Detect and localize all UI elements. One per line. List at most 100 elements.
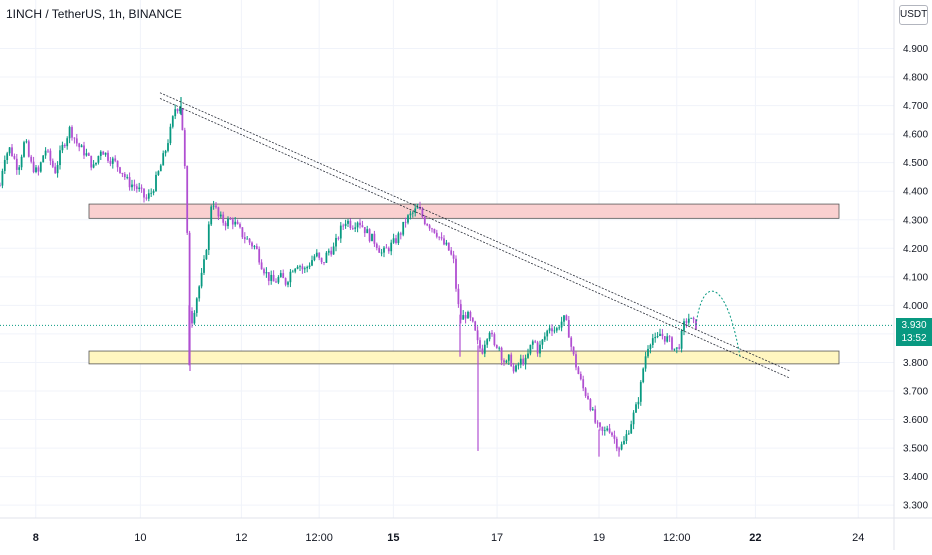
candle-body [673, 348, 676, 350]
candle-body [25, 141, 28, 143]
candle-body [407, 215, 409, 223]
candle-body [565, 315, 568, 321]
candle-body [306, 266, 309, 269]
candle-body [95, 162, 97, 165]
candle-body [159, 165, 162, 172]
candle-body [102, 151, 105, 155]
candle-body [342, 225, 345, 227]
y-tick-label: 3.800 [903, 358, 928, 369]
candle-body [500, 347, 503, 361]
candle-body [231, 219, 234, 225]
candle-body [291, 271, 294, 273]
candle-body [246, 238, 249, 240]
x-tick-label: 17 [491, 532, 503, 544]
candle-body [438, 236, 441, 238]
x-tick-label: 12:00 [663, 532, 691, 544]
chart-title: 1INCH / TetherUS, 1h, BINANCE [6, 7, 182, 21]
candle-body [39, 162, 42, 172]
candle-body [78, 143, 81, 148]
candle-body [121, 172, 124, 174]
candle-body [195, 298, 198, 313]
zones [88, 203, 840, 365]
candle-body [114, 158, 117, 161]
y-tick-label: 4.900 [903, 44, 928, 55]
candle-body [570, 337, 573, 347]
candle-body [419, 206, 421, 210]
candle-body [671, 337, 673, 350]
candle-body [380, 252, 383, 254]
candle-body [647, 348, 649, 357]
y-tick-label: 3.600 [903, 415, 928, 426]
candle-body [219, 214, 222, 217]
candle-body [296, 266, 299, 269]
trendline [159, 92, 791, 372]
candle-body [289, 271, 292, 283]
candle-body [73, 137, 76, 139]
candle-body [11, 147, 13, 157]
candle-body [421, 209, 424, 218]
candle-body [527, 353, 529, 358]
candle-body [416, 206, 419, 209]
candle-body [445, 242, 448, 245]
candle-body [663, 336, 666, 342]
candle-body [217, 207, 220, 217]
candle-body [529, 344, 532, 354]
candle-body [423, 217, 426, 225]
candle-body [522, 358, 525, 365]
candle-body [575, 354, 577, 368]
candle-body [414, 208, 417, 213]
candle-body [546, 330, 549, 337]
x-tick-label: 15 [387, 532, 399, 544]
candle-body [637, 401, 640, 405]
candle-body [644, 356, 647, 369]
candle-body [150, 192, 153, 194]
x-tick-label: 12:00 [305, 532, 333, 544]
candle-body [193, 312, 196, 324]
candle-body [375, 243, 378, 248]
candle-body [80, 145, 83, 148]
candle-body [311, 260, 313, 266]
candle-body [13, 156, 16, 159]
candle-body [145, 197, 148, 199]
candle-body [263, 269, 265, 274]
candle-body [162, 153, 165, 166]
candle-body [541, 339, 544, 345]
candle-body [519, 358, 522, 365]
candle-body [397, 233, 400, 243]
candle-body [687, 318, 690, 323]
candle-body [56, 165, 59, 174]
candle-body [476, 330, 479, 341]
candle-body [224, 222, 227, 227]
candle-body [243, 237, 246, 240]
x-tick-label: 24 [852, 532, 864, 544]
candle-body [639, 382, 642, 402]
currency-unit-button[interactable]: USDT [899, 5, 928, 25]
candle-body [539, 344, 541, 354]
candle-body [625, 434, 628, 441]
candle-body [411, 212, 414, 214]
candle-body [455, 258, 457, 289]
candle-body [498, 347, 501, 349]
candle-body [467, 311, 469, 319]
candle-body [323, 262, 325, 263]
candle-body [272, 274, 275, 282]
candle-body [459, 304, 462, 320]
candle-body [368, 229, 371, 242]
candle-body [567, 320, 570, 338]
candle-body [409, 213, 412, 216]
candle-body [123, 173, 126, 178]
candle-body [483, 344, 486, 354]
support-zone [88, 350, 840, 365]
candle-body [426, 224, 429, 226]
candle-body [435, 232, 438, 237]
candle-body [584, 388, 587, 396]
candle-body [59, 150, 61, 166]
candle-body [366, 229, 369, 234]
candle-body [68, 127, 71, 139]
candle-body [109, 160, 112, 164]
candle-body [620, 444, 623, 450]
candle-body [635, 404, 637, 413]
